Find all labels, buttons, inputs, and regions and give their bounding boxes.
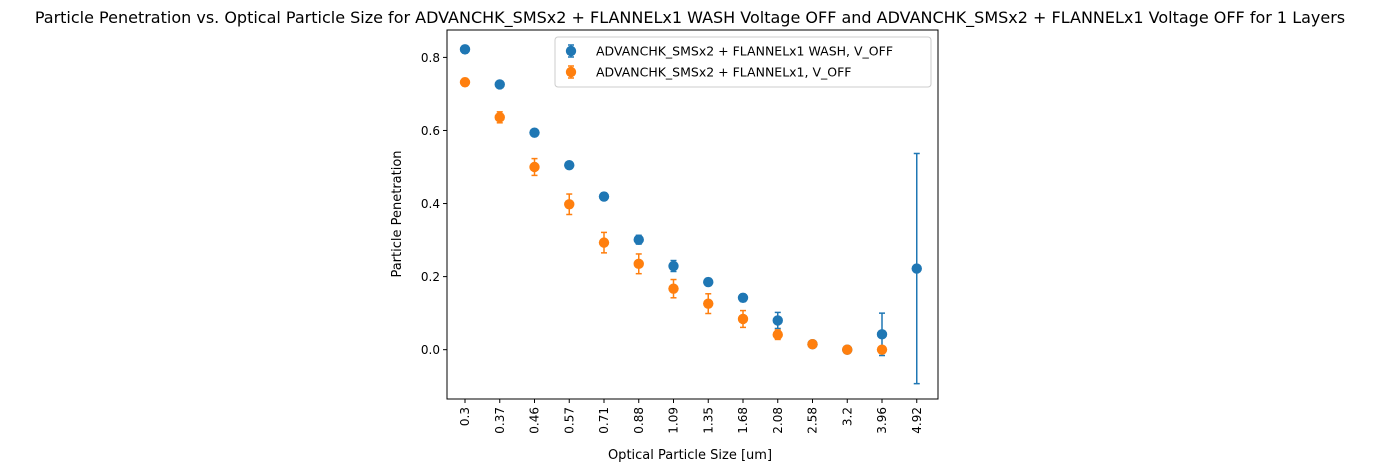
- data-point: [459, 77, 471, 88]
- data-point: [633, 234, 644, 245]
- series-1: [459, 44, 922, 385]
- data-point: [703, 298, 714, 309]
- plot-frame: [446, 29, 939, 400]
- x-tick-label: 3.96: [875, 407, 889, 434]
- x-tick-label: 0.57: [562, 407, 576, 434]
- legend-item: ADVANCHK_SMSx2 + FLANNELx1, V_OFF: [565, 65, 851, 80]
- x-tick-label: 3.2: [840, 407, 854, 426]
- data-point: [876, 344, 888, 355]
- data-point: [842, 344, 853, 355]
- data-point: [564, 159, 575, 171]
- y-tick-label: 0.4: [421, 197, 440, 211]
- legend-marker: [565, 45, 577, 57]
- x-tick-label: 0.46: [528, 407, 542, 434]
- x-tick-label: 1.68: [736, 407, 750, 434]
- x-axis-ticks: 0.3 0.37 0.46 0.57 0.71 0.88 1.09 1.35 1.68 2.08 2…: [458, 399, 924, 434]
- data-point: [703, 276, 714, 288]
- x-axis-label: Optical Particle Size [um]: [608, 448, 772, 463]
- x-tick-label: 2.58: [806, 407, 820, 434]
- x-tick-label: 1.09: [667, 407, 681, 434]
- x-tick-label: 0.88: [632, 407, 646, 434]
- x-tick-label: 0.3: [458, 407, 472, 426]
- data-point: [807, 338, 818, 350]
- data-point: [633, 258, 644, 270]
- legend-box: [554, 36, 932, 88]
- data-point: [459, 44, 471, 55]
- data-point: [598, 191, 610, 202]
- plot-marks: [459, 44, 922, 385]
- y-tick-label: 0.0: [421, 343, 440, 357]
- x-tick-label: 4.92: [910, 407, 924, 434]
- y-tick-label: 0.8: [421, 51, 440, 65]
- data-point: [772, 315, 783, 326]
- data-point: [876, 329, 888, 340]
- data-point: [529, 161, 540, 173]
- data-point: [911, 263, 922, 274]
- legend-marker: [565, 66, 577, 78]
- data-point: [494, 112, 505, 123]
- legend-label: ADVANCHK_SMSx2 + FLANNELx1, V_OFF: [596, 65, 851, 80]
- legend-item: ADVANCHK_SMSx2 + FLANNELx1 WASH, V_OFF: [565, 44, 893, 59]
- chart-title: Particle Penetration vs. Optical Particl…: [35, 8, 1345, 28]
- y-tick-label: 0.2: [421, 270, 440, 284]
- data-point: [772, 329, 783, 340]
- data-point: [564, 199, 575, 210]
- data-point: [494, 79, 505, 90]
- data-point: [598, 237, 610, 248]
- data-point: [529, 127, 540, 138]
- data-point: [737, 292, 749, 303]
- series-2: [459, 77, 888, 355]
- x-tick-label: 0.71: [597, 407, 611, 434]
- x-tick-label: 1.35: [701, 407, 715, 434]
- x-tick-label: 2.08: [771, 407, 785, 434]
- data-point: [668, 260, 679, 272]
- y-axis-ticks: 0.0 0.2 0.4 0.6 0.8: [421, 51, 447, 357]
- legend-label: ADVANCHK_SMSx2 + FLANNELx1 WASH, V_OFF: [596, 44, 893, 59]
- y-tick-label: 0.6: [421, 124, 440, 138]
- data-point: [668, 283, 679, 294]
- legend: ADVANCHK_SMSx2 + FLANNELx1 WASH, V_OFF AD…: [554, 36, 932, 88]
- data-point: [737, 313, 749, 325]
- x-tick-label: 0.37: [493, 407, 507, 434]
- y-axis-label: Particle Penetration: [390, 150, 405, 277]
